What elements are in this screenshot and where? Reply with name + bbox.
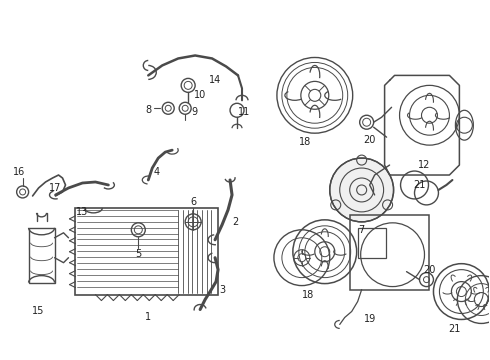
Text: 12: 12: [418, 160, 431, 170]
Bar: [350, 215, 429, 289]
Text: 9: 9: [191, 107, 197, 117]
Bar: [28, 228, 54, 283]
Text: 8: 8: [145, 105, 151, 115]
Text: 7: 7: [359, 225, 365, 235]
Circle shape: [330, 158, 393, 222]
Text: 3: 3: [219, 284, 225, 294]
Text: 21: 21: [448, 324, 461, 334]
Bar: [75, 208, 218, 294]
Text: 1: 1: [145, 312, 151, 323]
Text: 14: 14: [209, 75, 221, 85]
Text: 16: 16: [13, 167, 25, 177]
Text: 5: 5: [135, 249, 142, 259]
Text: 4: 4: [153, 167, 159, 177]
Text: 21: 21: [414, 180, 426, 190]
Text: 13: 13: [76, 207, 89, 217]
Text: 20: 20: [364, 135, 376, 145]
Bar: [358, 228, 386, 258]
Text: 2: 2: [232, 217, 238, 227]
Text: 6: 6: [190, 197, 196, 207]
Text: 15: 15: [32, 306, 45, 316]
Text: 11: 11: [238, 107, 250, 117]
Text: 18: 18: [299, 137, 311, 147]
Text: 17: 17: [49, 183, 62, 193]
Text: 10: 10: [194, 90, 206, 100]
Text: 18: 18: [302, 289, 314, 300]
Text: 19: 19: [364, 314, 376, 324]
Text: 20: 20: [423, 265, 436, 275]
